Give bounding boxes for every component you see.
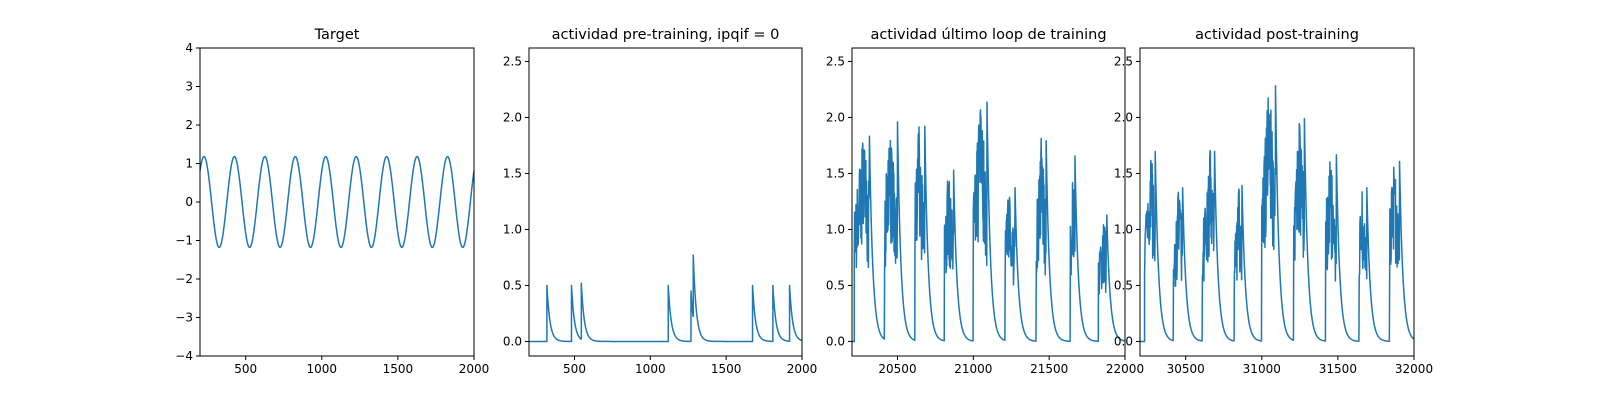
y-tick-label: 0.5 [826,278,845,292]
chart-title: actividad último loop de training [870,27,1106,43]
x-tick-label: 21000 [954,362,992,376]
x-tick-label: 22000 [1106,362,1144,376]
y-tick-label: −1 [175,234,193,248]
x-tick-label: 2000 [787,362,818,376]
y-tick-label: 0.5 [1114,278,1133,292]
y-tick-label: 0 [185,195,193,209]
y-tick-label: 1.0 [1114,222,1133,236]
x-tick-label: 1000 [635,362,666,376]
axes-frame [199,47,475,357]
axes-frame [1139,47,1415,357]
chart-title: actividad pre-training, ipqif = 0 [552,27,780,43]
y-tick-label: 0.0 [503,334,522,348]
chart-title: Target [314,27,360,43]
y-tick-label: 1.0 [503,222,522,236]
y-tick-label: 2.5 [826,54,845,68]
x-tick-label: 20500 [878,362,916,376]
panel-1: 500 1000 1500 2000 −4 −3 −2 −1 0 1 2 3 4 Target [175,27,489,376]
y-tick-label: 2.0 [503,110,522,124]
y-tick-label: 4 [185,41,193,55]
x-tick-label: 500 [234,362,257,376]
chart-title: actividad post-training [1195,27,1359,43]
y-tick-label: −4 [175,349,193,363]
y-tick-label: 2.5 [503,54,522,68]
panel-4: 30500 31000 31500 32000 0.0 0.5 1.0 1.5 2.0 2.5 ac… [1114,27,1433,376]
x-tick-label: 2000 [459,362,490,376]
x-tick-label: 21500 [1030,362,1068,376]
series-line [1140,84,1414,343]
y-tick-label: 0.0 [1114,334,1133,348]
y-tick-label: 1 [185,157,193,171]
x-tick-label: 1500 [383,362,414,376]
y-tick-label: −2 [175,272,193,286]
panel-3: 20500 21000 21500 22000 0.0 0.5 1.0 1.5 2.0 2.5 ac… [826,27,1144,376]
axes-frame [528,47,803,357]
x-tick-label: 30500 [1167,362,1205,376]
axes-frame [851,47,1126,357]
series-line [852,101,1125,343]
y-tick-label: 1.5 [503,166,522,180]
y-tick-label: 0.5 [503,278,522,292]
y-tick-label: 0.0 [826,334,845,348]
x-tick-label: 500 [563,362,586,376]
y-tick-label: 2 [185,118,193,132]
x-tick-label: 1500 [711,362,742,376]
y-tick-label: 1.0 [826,222,845,236]
y-tick-label: 2.0 [826,110,845,124]
series-line [529,254,802,343]
panel-2: 500 1000 1500 2000 0.0 0.5 1.0 1.5 2.0 2.5 activid… [503,27,817,376]
x-tick-label: 32000 [1395,362,1433,376]
y-tick-label: 2.0 [1114,110,1133,124]
y-tick-label: 1.5 [826,166,845,180]
y-tick-label: −3 [175,311,193,325]
x-tick-label: 1000 [307,362,338,376]
y-tick-label: 2.5 [1114,54,1133,68]
series-line [200,155,474,249]
y-tick-label: 3 [185,80,193,94]
x-tick-label: 31000 [1243,362,1281,376]
x-tick-label: 31500 [1319,362,1357,376]
y-tick-label: 1.5 [1114,166,1133,180]
